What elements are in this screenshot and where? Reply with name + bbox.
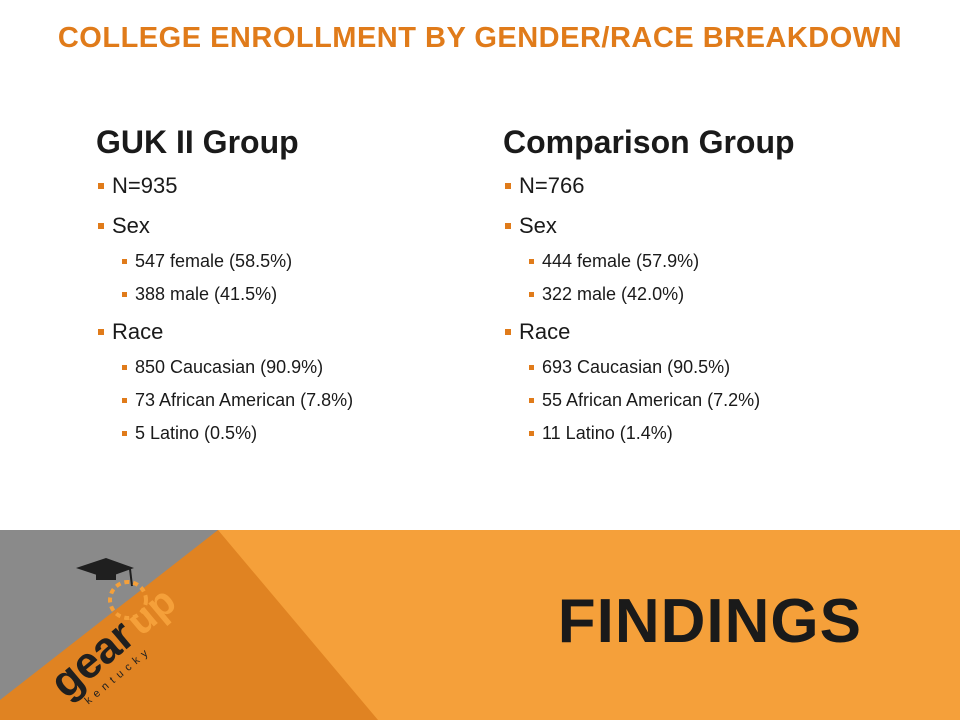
square-bullet-icon — [529, 364, 534, 370]
square-bullet-icon — [505, 183, 511, 189]
square-bullet-icon — [529, 291, 534, 297]
sub-item: 388 male (41.5%) — [122, 281, 476, 307]
sub-item: 73 African American (7.8%) — [122, 387, 476, 413]
square-bullet-icon — [98, 223, 104, 229]
square-bullet-icon — [98, 329, 104, 335]
sub-item: 5 Latino (0.5%) — [122, 420, 476, 446]
race-item: Race — [505, 317, 883, 347]
sex-item: Sex — [505, 211, 883, 241]
sub-item: 547 female (58.5%) — [122, 248, 476, 274]
square-bullet-icon — [505, 329, 511, 335]
n-item: N=766 — [505, 171, 883, 201]
banner-gray-corner — [0, 530, 218, 700]
sex-item: Sex — [98, 211, 476, 241]
square-bullet-icon — [529, 258, 534, 264]
square-bullet-icon — [505, 223, 511, 229]
sub-item: 693 Caucasian (90.5%) — [529, 354, 883, 380]
square-bullet-icon — [122, 364, 127, 370]
comparison-group-column: Comparison Group N=766 Sex 444 female (5… — [503, 124, 883, 446]
square-bullet-icon — [122, 397, 127, 403]
column-heading: GUK II Group — [96, 124, 299, 160]
findings-banner — [0, 530, 960, 720]
gear-up-kentucky-logo: gear up kentucky — [41, 558, 184, 708]
sub-item: 850 Caucasian (90.9%) — [122, 354, 476, 380]
sub-item: 444 female (57.9%) — [529, 248, 883, 274]
sub-item: 55 African American (7.2%) — [529, 387, 883, 413]
square-bullet-icon — [122, 258, 127, 264]
sub-item: 322 male (42.0%) — [529, 281, 883, 307]
race-item: Race — [98, 317, 476, 347]
gear-icon — [108, 580, 148, 620]
square-bullet-icon — [122, 291, 127, 297]
findings-label: FINDINGS — [557, 587, 862, 656]
square-bullet-icon — [122, 430, 127, 436]
n-item: N=935 — [98, 171, 476, 201]
sub-item: 11 Latino (1.4%) — [529, 420, 883, 446]
square-bullet-icon — [529, 430, 534, 436]
guk-group-column: GUK II Group N=935 Sex 547 female (58.5%… — [96, 124, 476, 446]
square-bullet-icon — [529, 397, 534, 403]
grad-cap-icon — [76, 558, 134, 587]
column-heading: Comparison Group — [503, 124, 795, 160]
slide-title: COLLEGE ENROLLMENT BY GENDER/RACE BREAKD… — [57, 22, 903, 54]
square-bullet-icon — [98, 183, 104, 189]
